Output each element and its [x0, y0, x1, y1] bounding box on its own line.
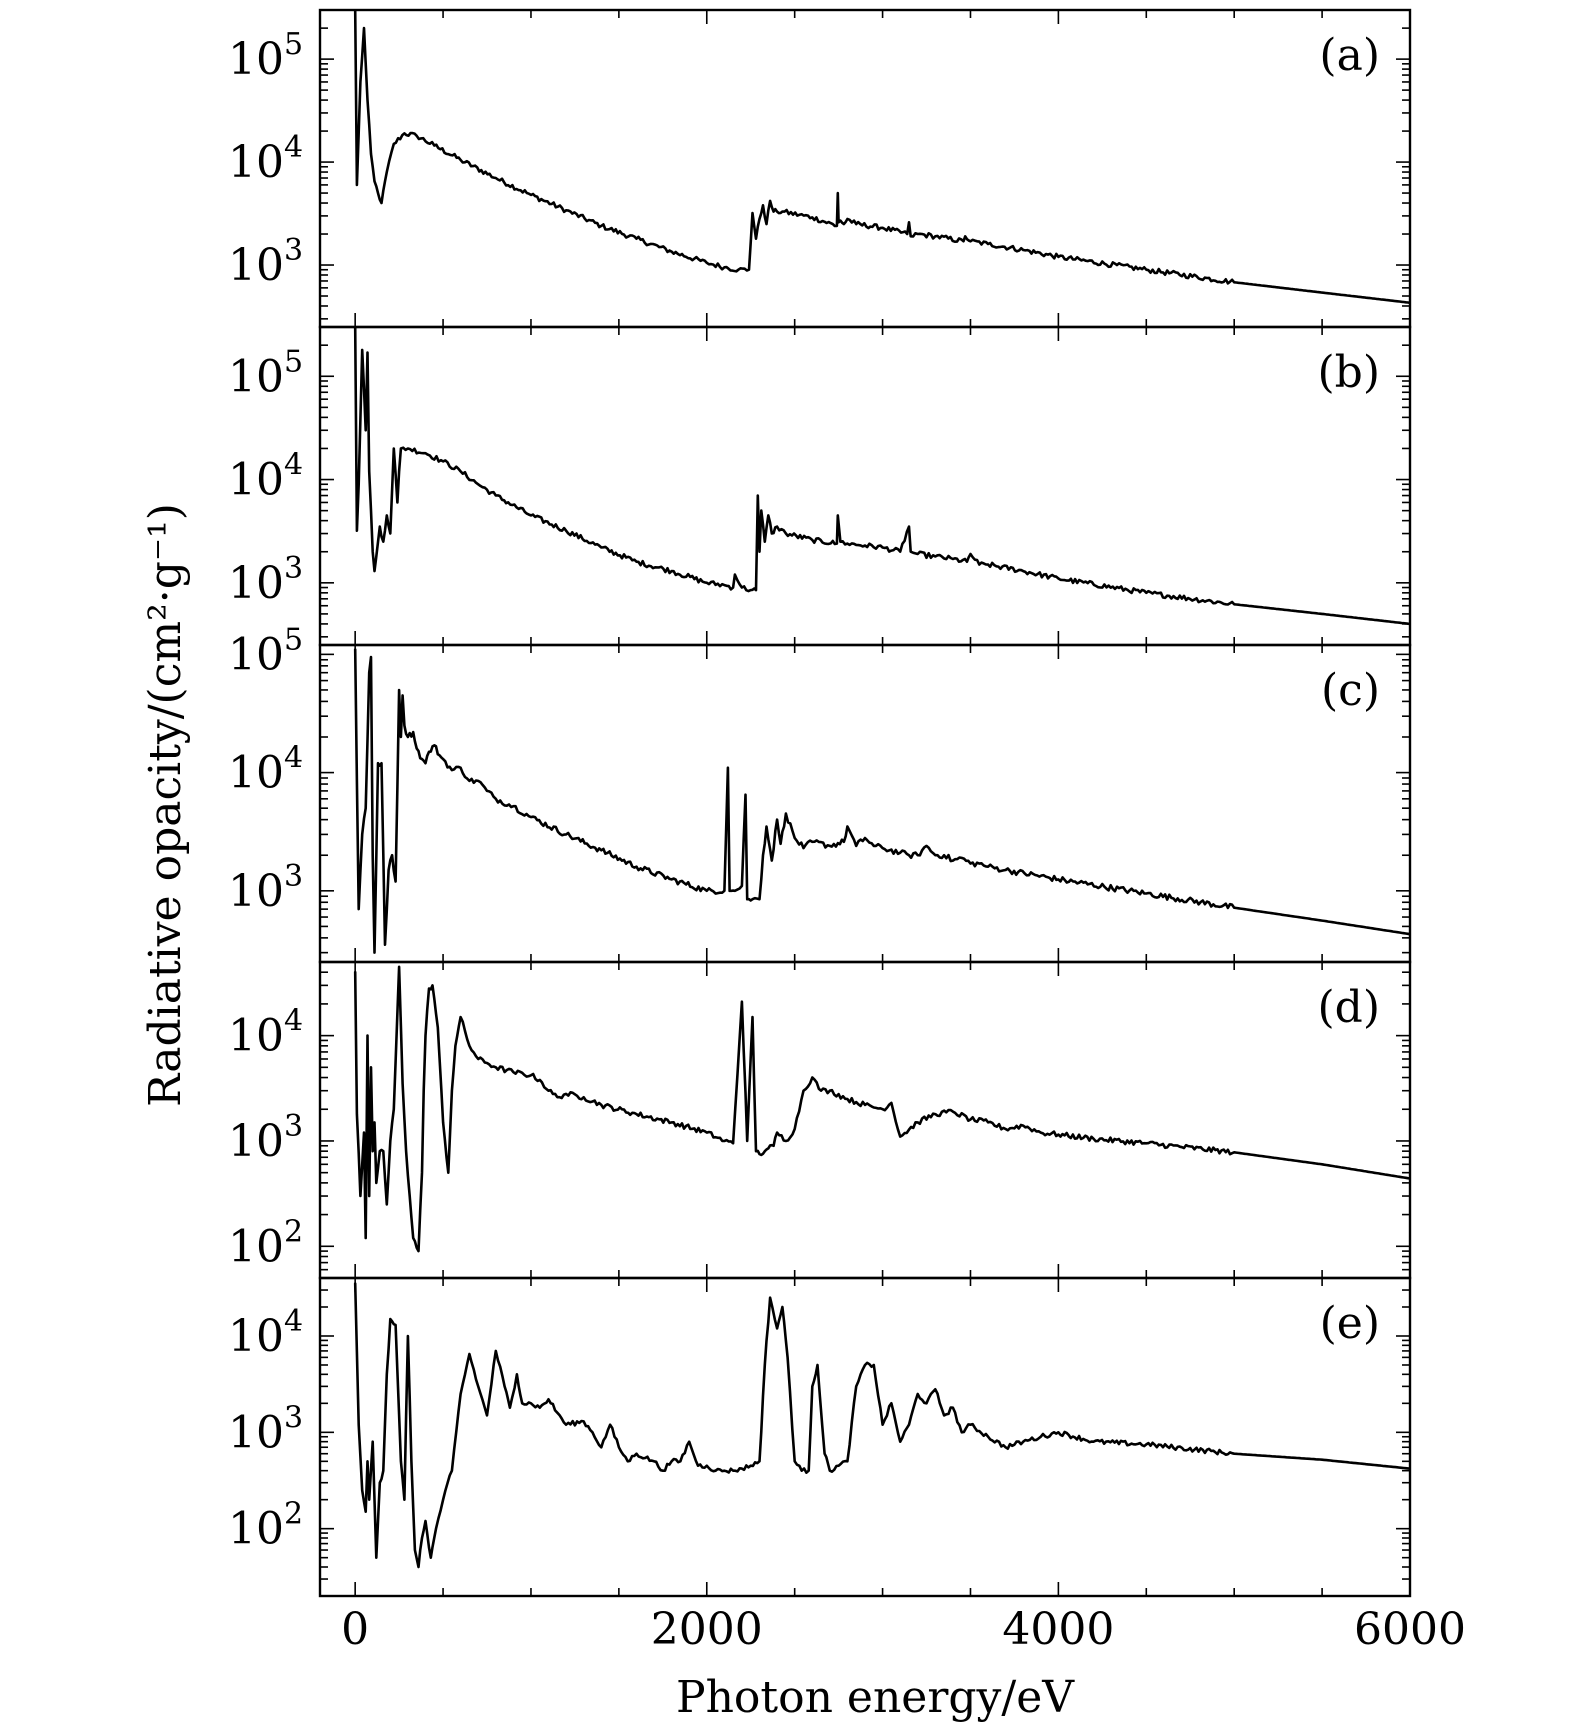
series-line [353, 1282, 1410, 1569]
y-tick-label: 102 [228, 1214, 303, 1272]
series-line [353, 327, 1410, 626]
x-tick-label: 4000 [1002, 1604, 1114, 1655]
y-axis-label: Radiative opacity/(cm²·g⁻¹) [140, 503, 191, 1107]
series-line [353, 10, 1410, 305]
y-tick-label: 103 [228, 233, 303, 291]
panel-frame [318, 1276, 1412, 1598]
y-tick-label: 103 [228, 1400, 303, 1458]
panel-c: 103 104 105 (c) [228, 622, 1412, 964]
y-tick-label: 104 [228, 130, 303, 188]
panel-label: (c) [1321, 665, 1380, 716]
panel-frame [318, 960, 1412, 1280]
x-axis: 0 2000 4000 6000 [341, 1604, 1466, 1655]
panel-label: (a) [1319, 30, 1380, 81]
panel-frame [318, 8, 1412, 329]
y-tick-label: 103 [228, 859, 303, 917]
y-tick-label: 103 [228, 1109, 303, 1167]
series-line [353, 965, 1410, 1253]
panel-a: 103 104 105 (a) [228, 8, 1412, 329]
panel-frame [318, 643, 1412, 964]
y-tick-label: 104 [228, 1004, 303, 1062]
panel-label: (e) [1320, 1298, 1380, 1349]
x-tick-label: 0 [341, 1604, 369, 1655]
y-tick-label: 103 [228, 551, 303, 609]
x-tick-label: 6000 [1354, 1604, 1466, 1655]
panel-label: (b) [1318, 347, 1381, 398]
y-tick-label: 104 [228, 448, 303, 506]
panel-frame [318, 325, 1412, 647]
y-tick-label: 104 [228, 741, 303, 799]
panel-d: 102 103 104 (d) [228, 960, 1412, 1280]
y-tick-label: 105 [228, 622, 303, 680]
x-axis-label: Photon energy/eV [676, 1672, 1075, 1723]
panel-e: 102 103 104 (e) [228, 1276, 1412, 1598]
y-tick-label: 104 [228, 1304, 303, 1362]
x-tick-label: 2000 [651, 1604, 763, 1655]
panel-label: (d) [1318, 982, 1381, 1033]
series-line [353, 648, 1410, 954]
y-tick-label: 105 [228, 27, 303, 85]
y-tick-label: 102 [228, 1497, 303, 1555]
panel-b: 103 104 105 (b) [228, 325, 1412, 647]
y-tick-label: 105 [228, 344, 303, 402]
